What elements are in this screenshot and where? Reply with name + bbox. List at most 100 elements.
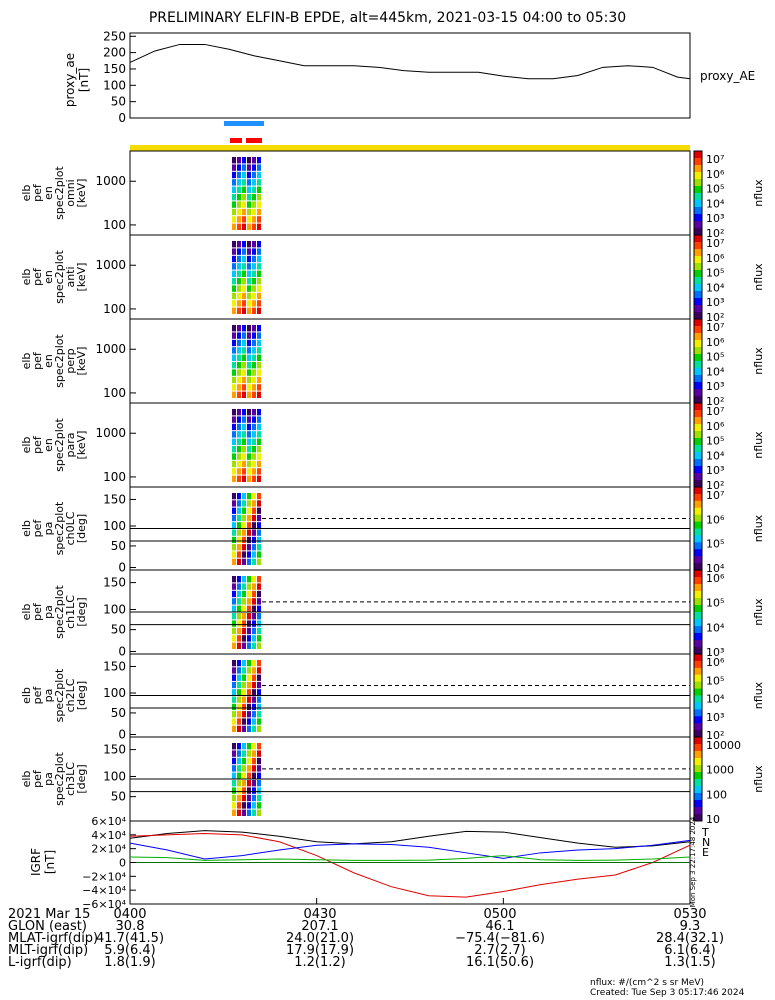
spec-pixel <box>242 718 246 725</box>
proxy-ae-frame <box>129 32 691 119</box>
ephemeris-value: −75.4(−81.6) <box>455 931 545 946</box>
colorbar-segment <box>694 681 702 686</box>
spec-pixel <box>242 802 246 809</box>
colorbar-segment <box>694 772 702 776</box>
spec-pixel <box>232 750 236 757</box>
spec-pixel <box>252 307 256 314</box>
igrf-ylabel-unit: [nT] <box>43 850 57 874</box>
colorbar-segment <box>694 406 702 411</box>
spec-panel-ylabel: spec2plot <box>53 668 66 722</box>
spec-pixel <box>247 194 251 201</box>
spec-pixel <box>237 674 241 681</box>
spec-pixel <box>232 438 236 445</box>
colorbar-tick-label: 10² <box>706 227 724 240</box>
spec-pixel <box>242 493 246 500</box>
colorbar-segment <box>694 403 702 407</box>
spec-pixel <box>242 248 246 255</box>
spec-pixel <box>232 576 236 583</box>
ephemeris-footer: 2021 Mar 15 0400 0430 0500 0530 GLON (east) 30… <box>0 907 775 969</box>
spec-pixel <box>257 583 261 590</box>
spec-pixel <box>247 642 251 649</box>
spec-pixel <box>252 493 256 500</box>
spec-panel-ylabel: perp <box>64 348 77 373</box>
colorbar-segment <box>694 511 702 516</box>
ephemeris-value: 0530 <box>673 907 707 922</box>
ephemeris-value: 24.0(21.0) <box>285 931 355 946</box>
colorbar-segment <box>694 175 702 180</box>
spec-panel-ylabel: ch1LC <box>64 595 77 629</box>
spec-pixel <box>257 711 261 718</box>
spec-pixel <box>252 522 256 529</box>
spec-panel-ylabel: anti <box>64 266 77 287</box>
spec-pixel <box>247 605 251 612</box>
ephemeris-row: GLON (east) 30.8 207.1 46.1 9.3 <box>0 920 775 933</box>
spec-pixel <box>232 384 236 391</box>
ephemeris-row: L-igrf(dip) 1.8(1.9) 1.2(1.2) 16.1(50.6) 1.3… <box>0 956 775 969</box>
spec-pixel <box>242 354 246 361</box>
colorbar-tick-label: 10⁵ <box>706 597 724 610</box>
spec-pixel <box>252 446 256 453</box>
spec-pixel <box>232 223 236 230</box>
spec-pixel <box>232 164 236 171</box>
colorbar-segment <box>694 280 702 285</box>
spec-pixel <box>232 468 236 475</box>
spec-pixel <box>247 446 251 453</box>
spec-pixel <box>252 711 256 718</box>
spec-pixel <box>237 522 241 529</box>
colorbar-segment <box>694 361 702 365</box>
colorbar-segment <box>694 434 702 439</box>
spec-pixel <box>247 809 251 816</box>
spec-pixel <box>232 201 236 208</box>
spec-pixel <box>237 307 241 314</box>
colorbar-tick-label: 10⁵ <box>706 267 724 280</box>
spec-pixel <box>237 164 241 171</box>
spec-pixel <box>242 300 246 307</box>
spec-panel-ylabel: pef <box>31 769 44 788</box>
spec-panel-ytick-label: 50 <box>111 790 126 804</box>
colorbar-segment <box>694 775 702 780</box>
spec-pixel <box>232 208 236 216</box>
spec-pixel <box>237 627 241 635</box>
spec-pixel <box>242 558 246 565</box>
spec-pixel <box>232 285 236 292</box>
colorbar-segment <box>694 504 702 509</box>
colorbar-segment <box>694 298 702 302</box>
colorbar-segment <box>694 459 702 463</box>
spec-panel-frame <box>129 318 691 404</box>
colorbar-segment <box>694 424 702 428</box>
spec-pixel <box>242 765 246 772</box>
colorbar-segment <box>694 322 702 327</box>
spec-pixel <box>237 536 241 544</box>
spec-pixel <box>242 689 246 696</box>
spec-pixel <box>237 514 241 522</box>
spec-pixel <box>252 507 256 514</box>
spec-pixel <box>252 460 256 468</box>
ephemeris-row: MLT-igrf(dip) 5.9(6.4) 17.9(17.9) 2.7(2.7) 6… <box>0 943 775 958</box>
spec-pixel <box>242 325 246 332</box>
spec-panel-ylabel: ch0LC <box>64 511 77 545</box>
spec-panel-ylabel: ch2LC <box>64 678 77 712</box>
spec-pixel <box>247 522 251 529</box>
colorbar-segment <box>694 375 702 379</box>
igrf-ytick-label: −6×10⁴ <box>82 898 126 911</box>
spec-pixel <box>257 171 261 179</box>
spec-pixel <box>257 438 261 445</box>
colorbar-segment <box>694 518 702 523</box>
colorbar-segment <box>694 782 702 787</box>
spec-pixel <box>232 757 236 765</box>
igrf-line-E <box>129 839 691 860</box>
colorbar-segment <box>694 563 702 568</box>
ephemeris-value: 6.1(6.4) <box>664 943 716 958</box>
spec-pixel <box>242 772 246 779</box>
spec-pixel <box>232 583 236 590</box>
colorbar-segment <box>694 350 702 355</box>
colorbar-segment <box>694 340 702 344</box>
spec-pixel <box>257 255 261 263</box>
spec-pixel <box>257 635 261 642</box>
spec-pixel <box>257 354 261 361</box>
spec-pixel <box>232 642 236 649</box>
ephemeris-value: 2.7(2.7) <box>474 943 526 958</box>
spec-pixel <box>252 369 256 376</box>
spec-pixel <box>252 391 256 398</box>
spec-panel-ylabel: pef <box>31 602 44 621</box>
